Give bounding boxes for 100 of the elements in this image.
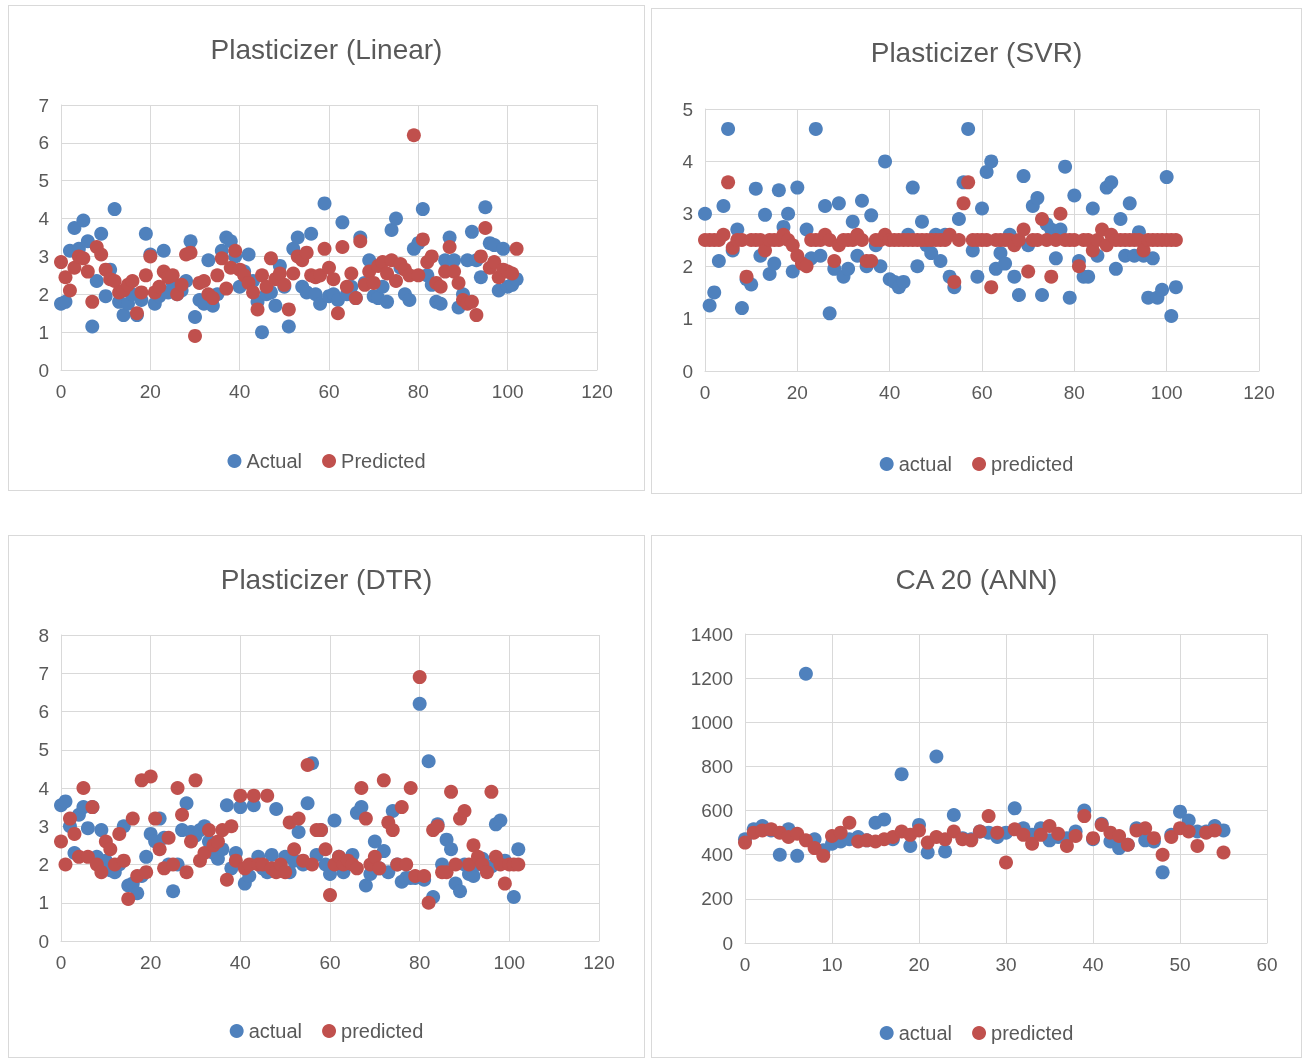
point <box>946 807 961 822</box>
x-tick-label: 80 <box>407 381 429 402</box>
point <box>1207 823 1222 838</box>
x-tick-label: 100 <box>491 381 524 402</box>
point <box>1155 847 1170 862</box>
y-tick-label: 3 <box>38 245 49 267</box>
point <box>816 848 831 863</box>
y-tick-label: 1200 <box>690 667 733 689</box>
x-tick-label: 10 <box>821 954 843 975</box>
point <box>938 844 953 859</box>
point <box>1155 865 1170 880</box>
chart-title: Plasticizer (Linear) <box>210 33 443 65</box>
y-tick-label: 7 <box>38 662 49 684</box>
y-tick-label: 1 <box>38 892 49 914</box>
y-tick-label: 400 <box>701 844 733 866</box>
x-tick-label: 20 <box>139 381 161 402</box>
point <box>981 809 996 824</box>
point <box>1138 821 1153 836</box>
y-tick-label: 3 <box>38 815 49 837</box>
point <box>1059 838 1074 853</box>
y-tick-label: 0 <box>722 932 733 954</box>
legend-label: actual <box>898 1022 953 1044</box>
y-tick-label: 1 <box>682 308 693 330</box>
point <box>772 847 787 862</box>
legend-label: predicted <box>341 1020 424 1042</box>
y-tick-label: 0 <box>682 360 693 382</box>
x-tick-label: 120 <box>1243 382 1275 403</box>
point <box>807 841 822 856</box>
legend-label: predicted <box>991 453 1074 475</box>
y-tick-label: 4 <box>682 150 694 172</box>
x-tick-label: 80 <box>409 952 431 973</box>
x-tick-label: 0 <box>55 952 67 973</box>
point <box>929 749 944 764</box>
x-tick-label: 50 <box>1169 954 1191 975</box>
y-tick-label: 800 <box>701 755 733 777</box>
y-tick-label: 600 <box>701 800 733 822</box>
y-tick-label: 2 <box>38 854 49 875</box>
y-tick-label: 1 <box>38 321 49 343</box>
y-tick-label: 2 <box>38 283 49 305</box>
y-tick-label: 6 <box>38 701 49 722</box>
point <box>1007 801 1022 816</box>
x-tick-label: 20 <box>140 952 162 973</box>
x-tick-label: 40 <box>1082 954 1104 975</box>
point <box>1077 809 1092 824</box>
x-tick-label: 60 <box>318 381 340 402</box>
y-tick-label: 0 <box>38 359 49 381</box>
x-tick-label: 60 <box>1256 954 1278 975</box>
y-tick-label: 6 <box>38 132 49 154</box>
point <box>1181 824 1196 839</box>
point <box>999 855 1013 870</box>
x-tick-label: 100 <box>1150 382 1183 403</box>
point <box>990 825 1005 840</box>
y-tick-label: 4 <box>38 208 50 230</box>
point <box>1216 845 1231 860</box>
x-tick-label: 120 <box>581 381 613 402</box>
point <box>946 824 961 839</box>
point <box>842 815 857 830</box>
y-tick-label: 5 <box>38 739 49 761</box>
point <box>877 812 892 827</box>
x-tick-label: 0 <box>739 954 751 975</box>
point <box>1112 828 1127 843</box>
point <box>1051 826 1066 841</box>
x-tick-label: 0 <box>55 381 67 402</box>
x-tick-label: 60 <box>971 382 993 403</box>
x-tick-label: 20 <box>908 954 930 975</box>
y-tick-label: 8 <box>38 624 49 646</box>
y-tick-label: 4 <box>38 777 50 799</box>
point <box>1068 828 1083 843</box>
point <box>1016 827 1031 842</box>
x-tick-label: 30 <box>995 954 1017 975</box>
legend-label: Actual <box>246 450 303 472</box>
x-tick-label: 120 <box>583 952 615 973</box>
point <box>1042 819 1057 834</box>
y-tick-label: 2 <box>682 255 693 277</box>
x-tick-label: 40 <box>879 382 901 403</box>
x-tick-label: 40 <box>229 381 251 402</box>
legend-label: Predicted <box>341 450 426 472</box>
chart-title: CA 20 (ANN) <box>895 563 1058 595</box>
legend-label: actual <box>898 453 953 475</box>
point <box>1025 836 1040 851</box>
legend-label: predicted <box>991 1022 1074 1044</box>
legend-label: actual <box>248 1020 303 1042</box>
y-tick-label: 200 <box>701 888 733 910</box>
x-tick-label: 100 <box>493 952 526 973</box>
chart-title: Plasticizer (DTR) <box>220 563 433 595</box>
point <box>1173 804 1187 819</box>
point <box>790 848 805 863</box>
point <box>912 823 926 838</box>
x-tick-label: 60 <box>319 952 341 973</box>
x-tick-label: 40 <box>229 952 251 973</box>
y-tick-label: 1000 <box>690 711 733 733</box>
x-tick-label: 20 <box>786 382 808 403</box>
point <box>894 767 909 782</box>
point <box>1033 827 1048 842</box>
point <box>833 825 848 840</box>
point <box>798 666 813 681</box>
chart-title: Plasticizer (SVR) <box>870 36 1083 68</box>
y-tick-label: 3 <box>682 203 693 225</box>
y-tick-label: 7 <box>38 94 49 116</box>
point <box>1190 838 1205 853</box>
